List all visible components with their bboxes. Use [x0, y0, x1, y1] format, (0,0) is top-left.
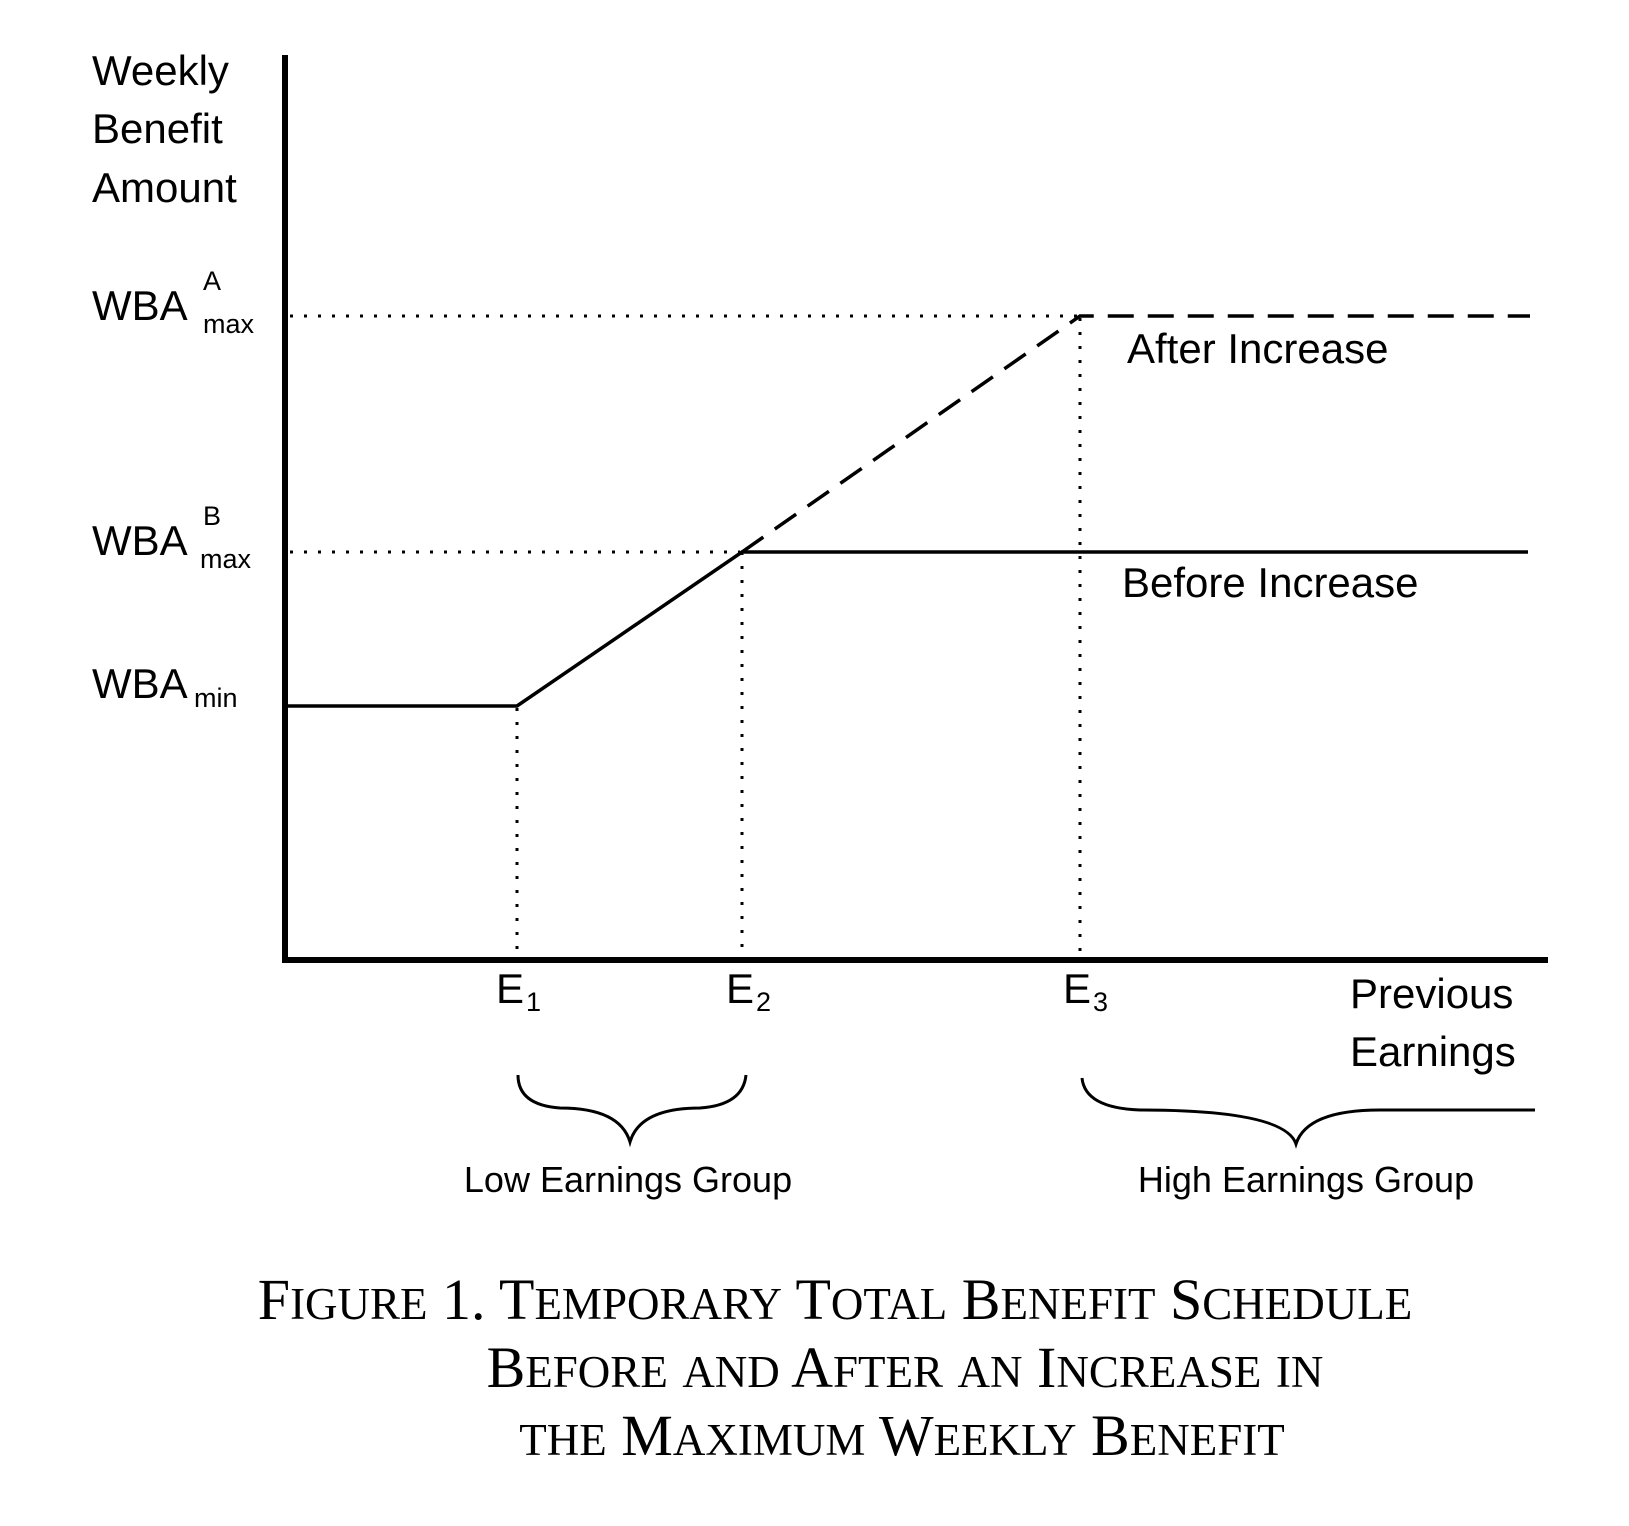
wba-max-before-sub: max	[200, 544, 252, 574]
wba-min-label: WBA min	[92, 660, 238, 713]
wba-max-before-label: WBA B max	[92, 501, 252, 574]
caption-word-rest: THE	[519, 1415, 606, 1465]
caption-word-initial: S	[1170, 1267, 1202, 1332]
caption-space	[865, 1403, 878, 1468]
caption-word-initial: B	[962, 1267, 1001, 1332]
caption-space	[1023, 1335, 1038, 1400]
caption-space	[668, 1335, 683, 1400]
caption-space	[1077, 1403, 1092, 1468]
caption-word-rest: AND	[682, 1347, 780, 1397]
caption-word-rest: EMPORARY	[534, 1279, 782, 1329]
after-increase-label: After Increase	[1127, 325, 1388, 372]
caption-word-rest: AXIMUM	[673, 1415, 866, 1465]
e2-base: E	[726, 965, 754, 1012]
caption-space	[428, 1267, 443, 1332]
caption-word-rest: OTAL	[831, 1279, 947, 1329]
wba-max-before-base: WBA	[92, 517, 188, 564]
caption-word-rest: CHEDULE	[1202, 1279, 1412, 1329]
wba-min-base: WBA	[92, 660, 188, 707]
caption-space	[947, 1267, 962, 1332]
before-increase-label: Before Increase	[1122, 559, 1419, 606]
caption-word-initial: M	[621, 1403, 673, 1468]
low-earnings-group-label: Low Earnings Group	[464, 1159, 792, 1200]
low-earnings-brace	[516, 1074, 748, 1148]
caption-space	[1261, 1335, 1276, 1400]
caption-word-initial: A	[791, 1335, 833, 1400]
caption-word-initial: F	[258, 1267, 290, 1332]
e3-label: E 3	[1063, 965, 1108, 1017]
y-axis-title-line-3: Amount	[92, 164, 237, 211]
x-axis-title-line-1: Previous	[1350, 970, 1513, 1017]
caption-space	[486, 1267, 499, 1332]
wba-max-after-sup: A	[203, 266, 221, 296]
caption-word-rest: IGURE	[290, 1279, 427, 1329]
after-increase-schedule-line	[740, 314, 1530, 554]
e1-base: E	[496, 965, 524, 1012]
caption-word-rest: IN	[1276, 1347, 1323, 1397]
high-earnings-brace	[1080, 1077, 1535, 1149]
e3-sub: 3	[1093, 987, 1108, 1017]
caption-word-rest: FTER	[833, 1347, 943, 1397]
caption-word-initial: T	[499, 1267, 534, 1332]
e3-base: E	[1063, 965, 1091, 1012]
high-earnings-group-label: High Earnings Group	[1138, 1159, 1474, 1200]
caption-word-initial: W	[879, 1403, 934, 1468]
caption-word-rest: EFORE	[525, 1347, 668, 1397]
wba-max-before-sup: B	[203, 501, 221, 531]
caption-space	[607, 1403, 622, 1468]
caption-space	[780, 1335, 791, 1400]
caption-word-rest: ENEFIT	[1130, 1415, 1285, 1465]
x-axis-title-line-2: Earnings	[1350, 1028, 1516, 1075]
caption-line-3: THE MAXIMUM WEEKLY BENEFIT	[519, 1403, 1284, 1468]
y-axis-title-line-2: Benefit	[92, 105, 223, 152]
caption-word-rest: EEKLY	[934, 1415, 1077, 1465]
y-axis-title-line-1: Weekly	[92, 47, 229, 94]
caption-space	[782, 1267, 795, 1332]
caption-space	[1155, 1267, 1170, 1332]
caption-word-initial: 1.	[442, 1267, 486, 1332]
wba-min-sub: min	[194, 683, 238, 713]
caption-word-initial: B	[487, 1335, 526, 1400]
caption-word-initial: T	[795, 1267, 830, 1332]
caption-word-rest: NCREASE	[1056, 1347, 1261, 1397]
wba-max-after-base: WBA	[92, 282, 188, 329]
caption-word-rest: ENEFIT	[1000, 1279, 1155, 1329]
caption-word-rest: AN	[958, 1347, 1023, 1397]
e2-sub: 2	[756, 987, 771, 1017]
caption-word-initial: B	[1091, 1403, 1130, 1468]
caption-space	[943, 1335, 958, 1400]
e2-label: E 2	[726, 965, 771, 1017]
wba-max-after-label: WBA A max	[92, 266, 255, 339]
wba-max-after-sub: max	[203, 309, 255, 339]
caption-word-initial: I	[1037, 1335, 1056, 1400]
caption-line-1: FIGURE 1. TEMPORARY TOTAL BENEFIT SCHEDU…	[258, 1267, 1412, 1332]
before-increase-schedule-line	[288, 550, 1528, 708]
caption-line-2: BEFORE AND AFTER AN INCREASE IN	[487, 1335, 1324, 1400]
e1-sub: 1	[526, 987, 541, 1017]
e1-label: E 1	[496, 965, 541, 1017]
